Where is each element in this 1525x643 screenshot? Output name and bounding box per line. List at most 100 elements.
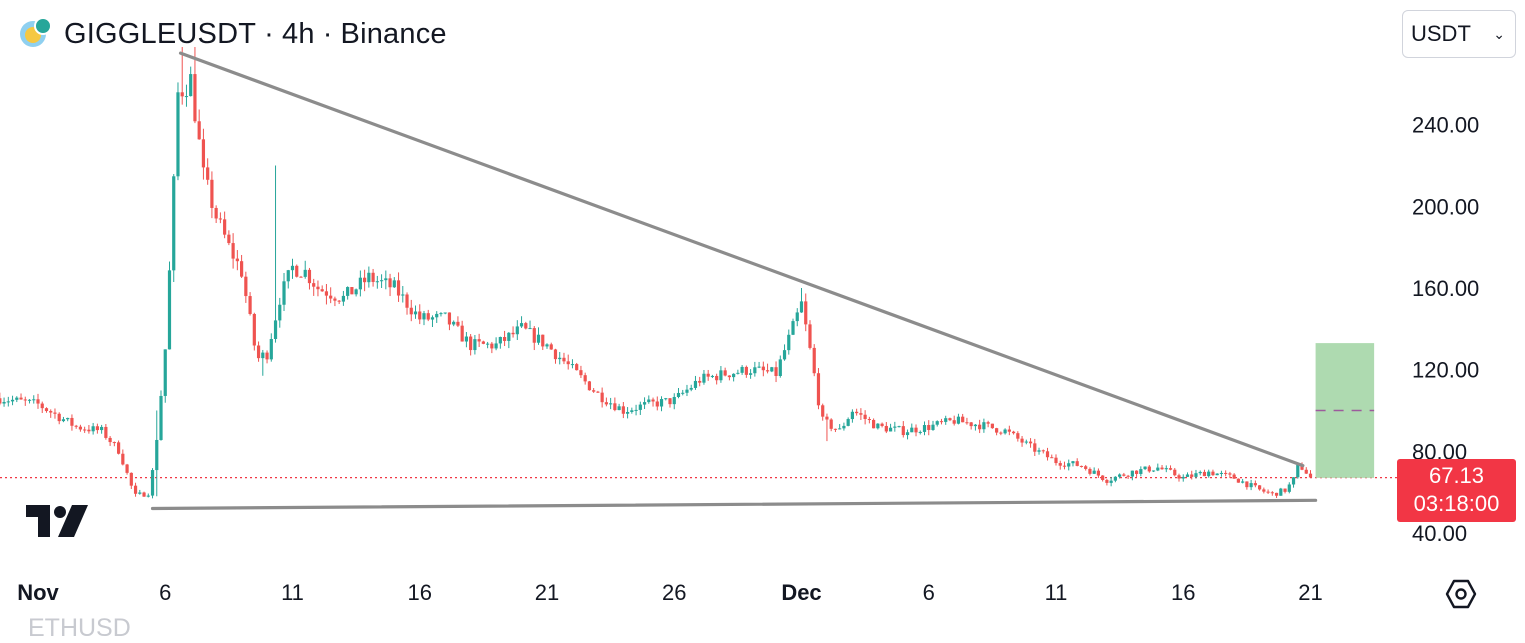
- candle: [901, 421, 905, 438]
- candle: [999, 431, 1003, 436]
- candle-body: [1160, 467, 1164, 470]
- candle-body: [575, 364, 579, 371]
- candle-body: [1232, 474, 1236, 479]
- candle-body: [1122, 474, 1126, 476]
- candle: [596, 390, 600, 393]
- candle: [87, 424, 91, 434]
- candle-body: [655, 401, 659, 407]
- candle-body: [791, 321, 795, 335]
- candle-body: [1092, 470, 1096, 474]
- candle: [40, 401, 44, 414]
- candle-body: [337, 300, 341, 302]
- chevron-down-icon: ⌄: [1493, 25, 1505, 42]
- candle: [426, 309, 430, 322]
- candle-body: [256, 345, 261, 359]
- candle-body: [1139, 469, 1143, 474]
- candle: [244, 271, 248, 303]
- candle: [1050, 454, 1054, 459]
- current-price-value: 67.13: [1428, 463, 1485, 488]
- x-tick-label: 21: [1298, 580, 1322, 605]
- x-axis[interactable]: Nov 6 11 16 21 26 Dec 6 11 16 21: [17, 580, 1323, 605]
- candle-body: [418, 311, 422, 320]
- candle-body: [698, 380, 702, 383]
- candle: [1304, 467, 1308, 474]
- symbol-header[interactable]: GIGGLEUSDT · 4h · Binance: [20, 14, 447, 54]
- candle-body: [473, 339, 477, 351]
- currency-select[interactable]: USDT ⌄: [1402, 10, 1516, 58]
- x-tick-label: Nov: [17, 580, 59, 605]
- candle-body: [685, 389, 689, 393]
- candle-body: [1219, 472, 1224, 474]
- candle: [27, 399, 32, 404]
- candle-body: [1088, 468, 1092, 474]
- candle-body: [795, 312, 799, 322]
- candle-body: [44, 408, 49, 412]
- candle-body: [1236, 478, 1240, 483]
- candle: [647, 395, 651, 404]
- candle: [935, 420, 939, 427]
- candle-body: [1016, 433, 1020, 439]
- candle: [956, 413, 961, 425]
- candle: [558, 351, 562, 365]
- candle: [948, 417, 952, 422]
- candle: [180, 47, 184, 105]
- candle: [965, 417, 969, 425]
- candle: [893, 421, 897, 432]
- candle: [358, 270, 362, 297]
- candle: [218, 212, 222, 224]
- candle-body: [286, 270, 290, 282]
- candle-body: [1079, 465, 1084, 467]
- candle: [295, 264, 299, 278]
- candle-body: [363, 277, 367, 283]
- candle-body: [32, 399, 36, 401]
- candle: [863, 410, 867, 425]
- candle: [829, 418, 833, 432]
- trendline-lower-support[interactable]: [150, 498, 1318, 511]
- candle-body: [617, 406, 621, 411]
- settings-hexagon-icon[interactable]: [1444, 577, 1478, 611]
- candle-body: [939, 421, 944, 423]
- candle-body: [295, 265, 299, 277]
- candle: [1245, 481, 1249, 490]
- candle-body: [375, 281, 379, 283]
- candle-body: [223, 219, 227, 235]
- candle-body: [1287, 484, 1291, 492]
- candle: [265, 350, 269, 364]
- tradingview-logo-icon[interactable]: [26, 505, 90, 537]
- candle-body: [948, 418, 952, 421]
- candle-body: [1228, 473, 1232, 475]
- candle: [392, 277, 396, 288]
- candle-body: [49, 411, 53, 413]
- candle: [235, 250, 239, 271]
- candle-body: [439, 313, 443, 315]
- candle: [1249, 479, 1253, 491]
- candle-body: [10, 399, 15, 402]
- candle: [876, 423, 880, 430]
- candle: [231, 233, 235, 269]
- candle-body: [596, 391, 600, 393]
- candle-body: [155, 439, 159, 471]
- candle-body: [150, 470, 155, 496]
- candle: [897, 425, 901, 428]
- drawing-layer[interactable]: [150, 51, 1375, 511]
- candle: [867, 416, 871, 424]
- candle: [740, 365, 744, 375]
- candle: [129, 472, 133, 489]
- candle: [15, 396, 19, 403]
- candle: [201, 128, 206, 180]
- candle: [1185, 472, 1190, 477]
- candle-body: [231, 243, 235, 259]
- candle: [884, 422, 888, 434]
- symbol-name: GIGGLEUSDT: [64, 17, 257, 50]
- candle: [1198, 470, 1202, 476]
- giggle-coin-icon: [20, 17, 52, 47]
- trendline-upper-resistance[interactable]: [178, 51, 1305, 468]
- candle: [579, 365, 583, 379]
- candle: [100, 424, 104, 434]
- candle: [842, 422, 846, 431]
- candle-body: [587, 381, 592, 391]
- candle: [388, 273, 392, 297]
- candle-body: [358, 277, 362, 290]
